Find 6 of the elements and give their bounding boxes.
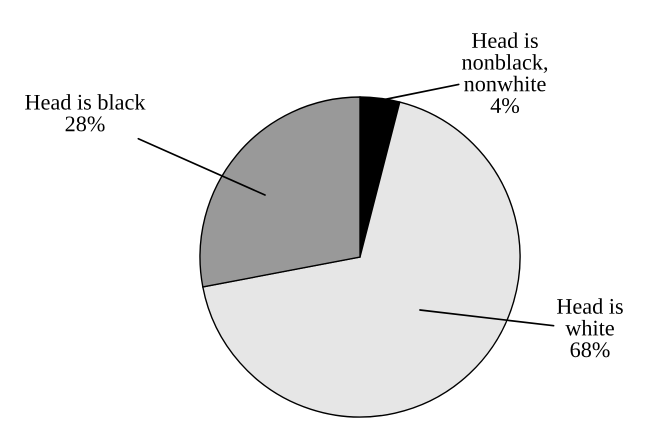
slice-label: Head is nonblack, nonwhite (462, 32, 548, 92)
data-label: 4% (490, 98, 520, 114)
slice-label: Head is white (557, 298, 623, 336)
slice-label: Head is black (25, 94, 146, 110)
data-label: 68% (570, 342, 610, 358)
data-label: 28% (66, 116, 105, 132)
